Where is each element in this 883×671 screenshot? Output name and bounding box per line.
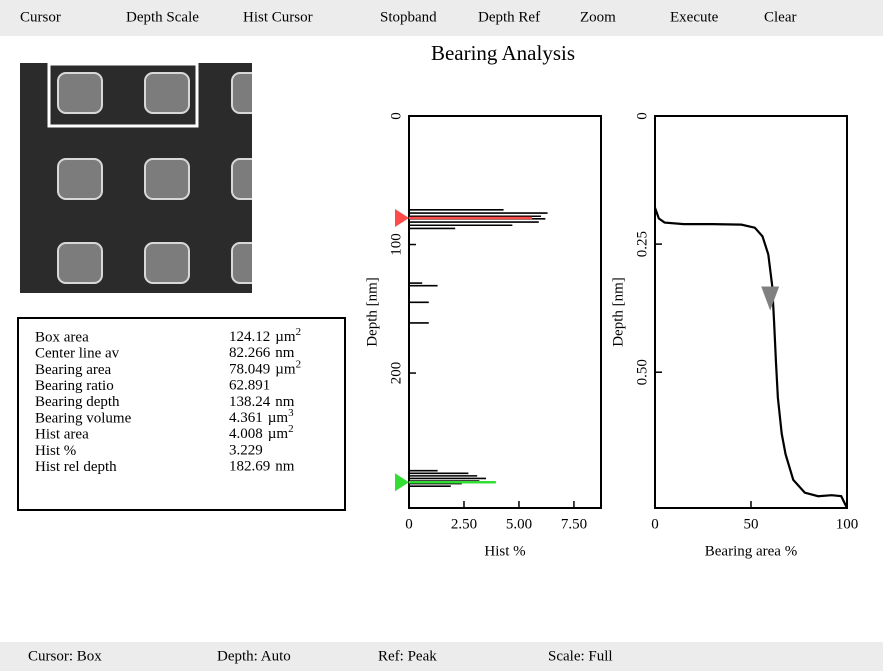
- status-item: Cursor: Box: [28, 648, 102, 664]
- stat-part: nm: [275, 346, 295, 362]
- stat-part: µm: [268, 427, 289, 443]
- menu-item[interactable]: Depth Scale: [126, 9, 199, 25]
- y-tick-label: 0.25: [634, 231, 650, 257]
- stat-part: 3: [288, 407, 294, 419]
- stat-value: 62.891: [229, 378, 270, 394]
- cursor-marker: [395, 209, 409, 228]
- menu-item[interactable]: Clear: [764, 9, 796, 25]
- x-tick-label: 5.00: [506, 516, 532, 532]
- menu-item[interactable]: Cursor: [20, 9, 61, 25]
- stat-label: Hist area: [35, 427, 89, 443]
- stat-value: 82.266 nm: [229, 346, 295, 362]
- x-tick-label: 7.50: [561, 516, 587, 532]
- status-item: Depth: Auto: [217, 648, 291, 664]
- stat-part: 62.891: [229, 378, 270, 394]
- menu-item[interactable]: Depth Ref: [478, 9, 540, 25]
- stat-label: Hist %: [35, 443, 76, 459]
- afm-image: [20, 63, 252, 293]
- stat-part: 82.266: [229, 346, 271, 362]
- stat-part: 124.12: [229, 329, 270, 345]
- stat-part: 2: [296, 358, 302, 370]
- menu-item[interactable]: Zoom: [580, 9, 616, 25]
- stat-label: Bearing ratio: [35, 378, 114, 394]
- stat-value: 138.24 nm: [229, 394, 295, 410]
- status-bar: [0, 642, 883, 671]
- stat-part: 3.229: [229, 443, 263, 459]
- stat-label: Hist rel depth: [35, 459, 117, 475]
- y-tick-label: 200: [388, 362, 404, 385]
- menu-bar: [0, 0, 883, 36]
- status-item: Ref: Peak: [378, 648, 437, 664]
- stat-value: 182.69 nm: [229, 459, 295, 475]
- bearing-frame: [654, 115, 848, 509]
- stat-value: 124.12 µm2: [229, 326, 301, 346]
- title: Bearing Analysis: [431, 41, 575, 65]
- stat-part: 4.008: [229, 427, 263, 443]
- stat-label: Bearing volume: [35, 410, 132, 426]
- menu-item[interactable]: Hist Cursor: [243, 9, 313, 25]
- y-tick-label: 0.50: [634, 359, 650, 385]
- stat-part: nm: [275, 459, 295, 475]
- stat-label: Bearing depth: [35, 394, 120, 410]
- stat-part: 182.69: [229, 459, 270, 475]
- x-tick-label: 100: [836, 516, 859, 532]
- stat-label: Box area: [35, 329, 89, 345]
- x-tick-label: 0: [651, 516, 659, 532]
- stat-part: 2: [288, 423, 294, 435]
- x-tick-label: 2.50: [451, 516, 477, 532]
- stat-part: 2: [296, 326, 302, 338]
- status-item: Scale: Full: [548, 648, 613, 664]
- stat-part: 138.24: [229, 394, 271, 410]
- stat-label: Bearing area: [35, 362, 112, 378]
- bearing-curve: [653, 207, 848, 509]
- stat-label: Center line av: [35, 346, 120, 362]
- y-axis-label: Depth [nm]: [364, 277, 380, 347]
- x-tick-label: 0: [405, 516, 413, 532]
- x-tick-label: 50: [744, 516, 759, 532]
- stat-part: nm: [275, 394, 295, 410]
- y-axis-label: Depth [nm]: [610, 277, 626, 347]
- stat-part: 78.049: [229, 362, 270, 378]
- y-tick-label: 0: [388, 112, 404, 120]
- stats-box: [17, 317, 346, 511]
- x-axis-label: Hist %: [484, 543, 525, 559]
- y-tick-label: 100: [388, 233, 404, 256]
- stat-value: 3.229: [229, 443, 263, 459]
- stat-value: 4.008 µm2: [229, 423, 294, 443]
- menu-item[interactable]: Stopband: [380, 9, 437, 25]
- x-axis-label: Bearing area %: [705, 543, 797, 559]
- cursor-marker: [395, 473, 409, 492]
- stat-part: 4.361: [229, 410, 263, 426]
- menu-item[interactable]: Execute: [670, 9, 719, 25]
- y-tick-label: 0: [634, 112, 650, 120]
- stat-part: µm: [275, 362, 296, 378]
- stat-value: 78.049 µm2: [229, 358, 301, 378]
- bearing-marker: [761, 286, 780, 311]
- stat-part: µm: [275, 329, 296, 345]
- hist-frame: [408, 115, 602, 509]
- stat-value: 4.361 µm3: [229, 407, 294, 427]
- stat-part: µm: [268, 410, 289, 426]
